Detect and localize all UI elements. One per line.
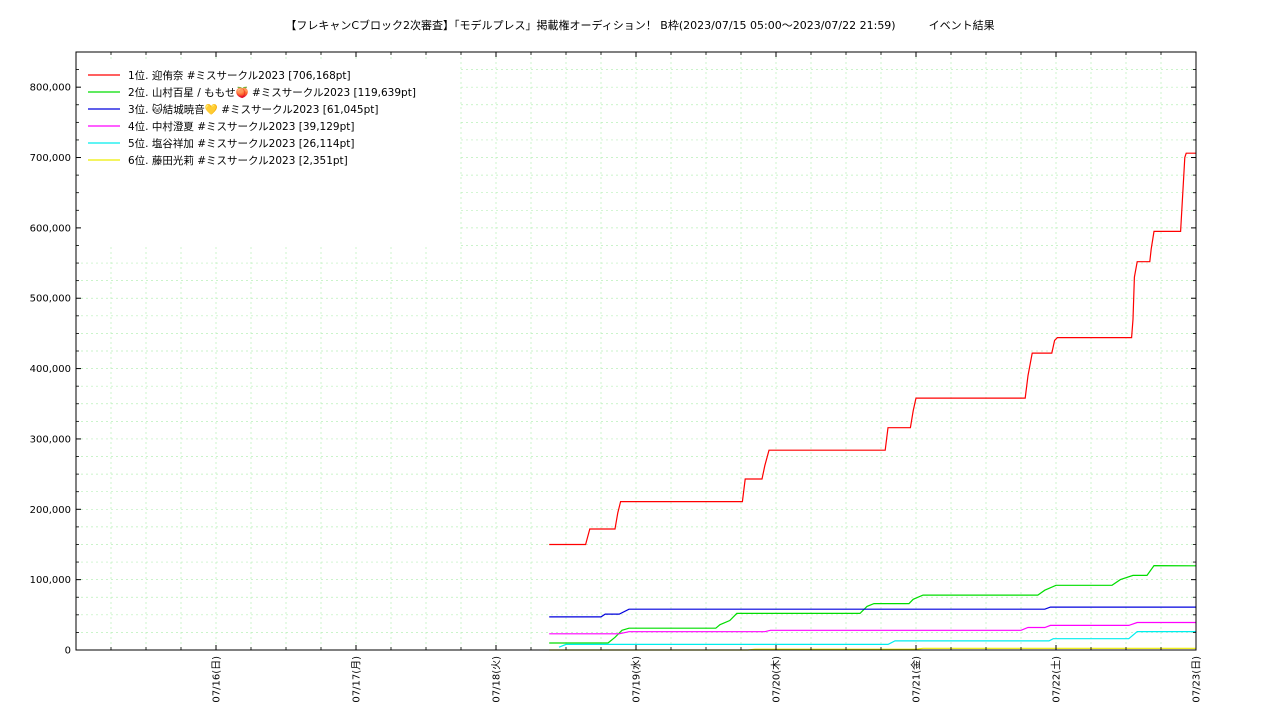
legend-entry-6: 6位. 藤田光莉 #ミスサークル2023 [2,351pt]: [128, 154, 348, 167]
y-tick-label: 800,000: [30, 83, 71, 94]
y-tick-label: 300,000: [30, 434, 71, 445]
legend-entry-4: 4位. 中村澄夏 #ミスサークル2023 [39,129pt]: [128, 120, 354, 133]
x-tick-label: 07/19(水): [631, 656, 643, 703]
series-line-5: [558, 631, 1196, 648]
legend-entry-3: 3位. 🐱結城暁音💛 #ミスサークル2023 [61,045pt]: [128, 103, 378, 116]
x-tick-label: 07/17(月): [351, 656, 363, 703]
legend-entry-1: 1位. 迎侑奈 #ミスサークル2023 [706,168pt]: [128, 69, 351, 82]
x-tick-label: 07/16(日): [212, 656, 223, 703]
x-tick-label: 07/23(日): [1192, 656, 1203, 703]
x-tick-label: 07/21(金): [910, 656, 923, 703]
x-tick-label: 07/20(木): [771, 656, 783, 703]
legend-entry-5: 5位. 塩谷祥加 #ミスサークル2023 [26,114pt]: [128, 137, 354, 150]
chart-title: 【フレキャンCブロック2次審査】「モデルプレス」掲載権オーディション！ B枠(2…: [285, 19, 995, 32]
x-tick-label: 07/18(火): [491, 656, 503, 703]
y-tick-label: 700,000: [30, 153, 71, 164]
axes: 0 100,000 200,000 300,000 400,000 500,000 600,…: [30, 51, 1203, 703]
legend-entry-2: 2位. 山村百星 / ももせ🍑 #ミスサークル2023 [119,639pt]: [128, 86, 416, 99]
y-tick-label: 500,000: [30, 294, 71, 305]
series-line-1: [549, 152, 1196, 546]
y-tick-label: 0: [65, 646, 71, 657]
series-line-3: [549, 606, 1196, 618]
legend-background: [80, 62, 460, 247]
x-tick-label: 07/22(土): [1050, 656, 1063, 703]
y-tick-label: 400,000: [30, 364, 71, 375]
series-line-2: [549, 564, 1197, 644]
y-tick-label: 100,000: [30, 575, 71, 586]
series-line-4: [549, 621, 1196, 635]
y-tick-label: 600,000: [30, 223, 71, 234]
y-tick-label: 200,000: [30, 505, 71, 516]
legend: 1位. 迎侑奈 #ミスサークル2023 [706,168pt] 2位. 山村百星 …: [88, 69, 416, 167]
series-lines: [549, 152, 1197, 651]
